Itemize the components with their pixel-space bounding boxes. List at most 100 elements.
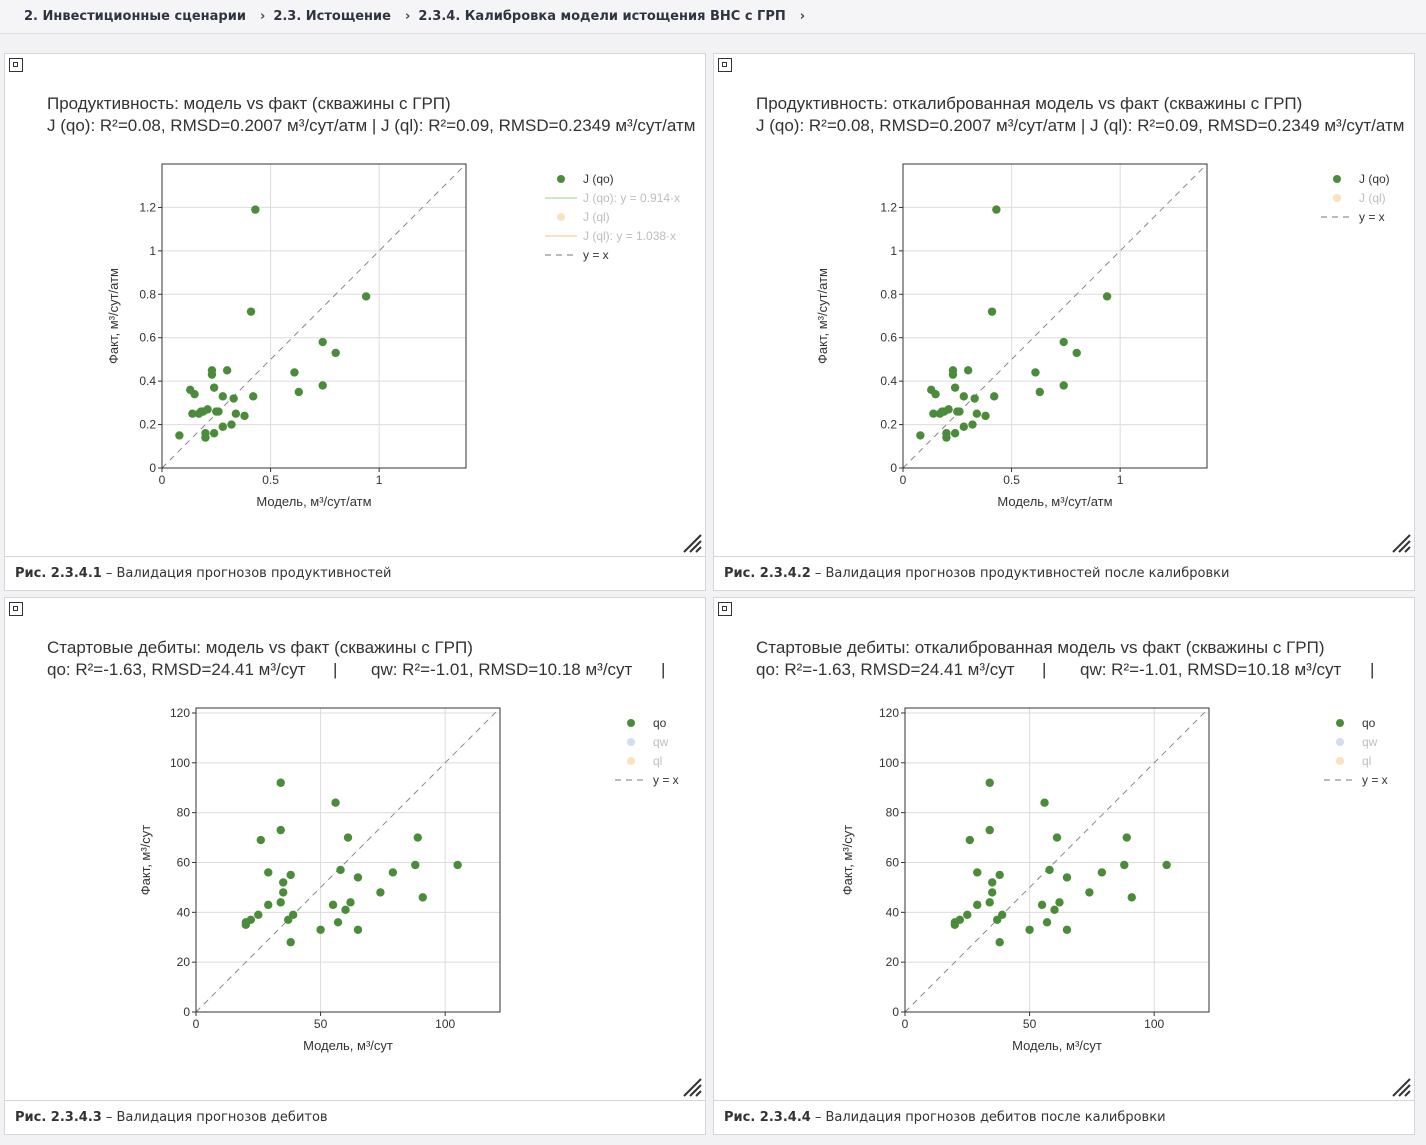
legend-item[interactable]: y = x	[1321, 210, 1385, 224]
data-point[interactable]	[963, 910, 972, 920]
data-point[interactable]	[931, 389, 940, 399]
data-point[interactable]	[241, 920, 251, 929]
data-point[interactable]	[1025, 925, 1034, 934]
data-point[interactable]	[346, 898, 355, 907]
data-point[interactable]	[1062, 873, 1072, 882]
data-point[interactable]	[981, 411, 990, 421]
data-point[interactable]	[336, 865, 345, 875]
data-point[interactable]	[1062, 925, 1072, 934]
data-point[interactable]	[251, 205, 260, 214]
data-point[interactable]	[985, 898, 994, 907]
data-point[interactable]	[1162, 860, 1171, 870]
data-point[interactable]	[246, 307, 256, 316]
data-point[interactable]	[1059, 381, 1068, 390]
data-point[interactable]	[963, 366, 973, 375]
data-point[interactable]	[418, 893, 427, 902]
data-point[interactable]	[209, 429, 219, 438]
data-point[interactable]	[276, 825, 285, 835]
data-point[interactable]	[231, 409, 241, 418]
data-point[interactable]	[209, 383, 219, 392]
data-point[interactable]	[1050, 905, 1059, 915]
data-point[interactable]	[1055, 898, 1064, 907]
data-point[interactable]	[973, 900, 982, 910]
data-point[interactable]	[1035, 387, 1044, 397]
data-point[interactable]	[948, 370, 958, 379]
data-point[interactable]	[283, 915, 293, 925]
data-point[interactable]	[1040, 798, 1049, 807]
data-point[interactable]	[276, 898, 285, 907]
legend-item[interactable]: J (ql)	[557, 210, 610, 224]
data-point[interactable]	[1031, 368, 1040, 377]
legend-item[interactable]: J (qo)	[557, 172, 614, 186]
legend-item[interactable]: y = x	[545, 248, 609, 262]
data-point[interactable]	[214, 407, 223, 416]
data-point[interactable]	[411, 860, 420, 870]
data-point[interactable]	[959, 392, 968, 401]
data-point[interactable]	[950, 383, 960, 392]
data-point[interactable]	[950, 429, 960, 438]
data-point[interactable]	[995, 870, 1004, 880]
legend-item[interactable]: qw	[1336, 735, 1378, 749]
resize-icon[interactable]	[681, 532, 703, 554]
data-point[interactable]	[1085, 888, 1094, 897]
data-point[interactable]	[1122, 833, 1131, 842]
data-point[interactable]	[264, 900, 273, 910]
data-point[interactable]	[227, 420, 236, 429]
data-point[interactable]	[318, 337, 327, 347]
data-point[interactable]	[988, 878, 997, 887]
legend-item[interactable]: ql	[1336, 754, 1371, 768]
data-point[interactable]	[940, 407, 949, 416]
data-point[interactable]	[388, 868, 398, 877]
data-point[interactable]	[279, 888, 288, 897]
data-point[interactable]	[995, 938, 1004, 947]
data-point[interactable]	[1037, 900, 1047, 910]
data-point[interactable]	[218, 422, 227, 431]
data-point[interactable]	[453, 860, 462, 870]
data-point[interactable]	[353, 925, 363, 934]
data-point[interactable]	[413, 833, 422, 842]
legend-item[interactable]: J (ql)	[1333, 191, 1386, 205]
data-point[interactable]	[318, 381, 327, 390]
data-point[interactable]	[1097, 868, 1107, 877]
data-point[interactable]	[264, 868, 273, 877]
data-point[interactable]	[353, 873, 363, 882]
legend-item[interactable]: J (ql): y = 1.038·x	[545, 229, 676, 243]
data-point[interactable]	[1042, 918, 1052, 927]
legend-item[interactable]: J (qo)	[1333, 172, 1390, 186]
data-point[interactable]	[175, 431, 184, 440]
expand-icon[interactable]	[718, 602, 732, 616]
data-point[interactable]	[249, 392, 258, 401]
legend-item[interactable]: ql	[627, 754, 662, 768]
data-point[interactable]	[341, 905, 350, 915]
data-point[interactable]	[190, 389, 199, 399]
data-point[interactable]	[331, 348, 340, 358]
data-point[interactable]	[992, 205, 1001, 214]
data-point[interactable]	[218, 392, 227, 401]
data-point[interactable]	[965, 835, 974, 845]
data-point[interactable]	[968, 420, 977, 429]
data-point[interactable]	[987, 307, 997, 316]
data-point[interactable]	[343, 833, 353, 842]
data-point[interactable]	[988, 888, 997, 897]
data-point[interactable]	[1052, 833, 1062, 842]
data-point[interactable]	[985, 778, 994, 787]
data-point[interactable]	[199, 407, 208, 416]
legend-item[interactable]: J (qo): y = 0.914·x	[545, 191, 680, 205]
data-point[interactable]	[1102, 292, 1112, 301]
data-point[interactable]	[955, 407, 964, 416]
data-point[interactable]	[1072, 348, 1081, 358]
data-point[interactable]	[950, 920, 960, 929]
data-point[interactable]	[286, 870, 295, 880]
data-point[interactable]	[201, 433, 210, 442]
data-point[interactable]	[942, 433, 951, 442]
data-point[interactable]	[916, 431, 925, 440]
breadcrumb-item-depletion[interactable]: 2.3. Истощение	[273, 9, 391, 24]
data-point[interactable]	[959, 422, 968, 431]
data-point[interactable]	[240, 411, 249, 421]
expand-icon[interactable]	[718, 58, 732, 72]
data-point[interactable]	[333, 918, 343, 927]
expand-icon[interactable]	[9, 602, 23, 616]
data-point[interactable]	[290, 368, 299, 377]
data-point[interactable]	[328, 900, 338, 910]
resize-icon[interactable]	[1390, 532, 1412, 554]
